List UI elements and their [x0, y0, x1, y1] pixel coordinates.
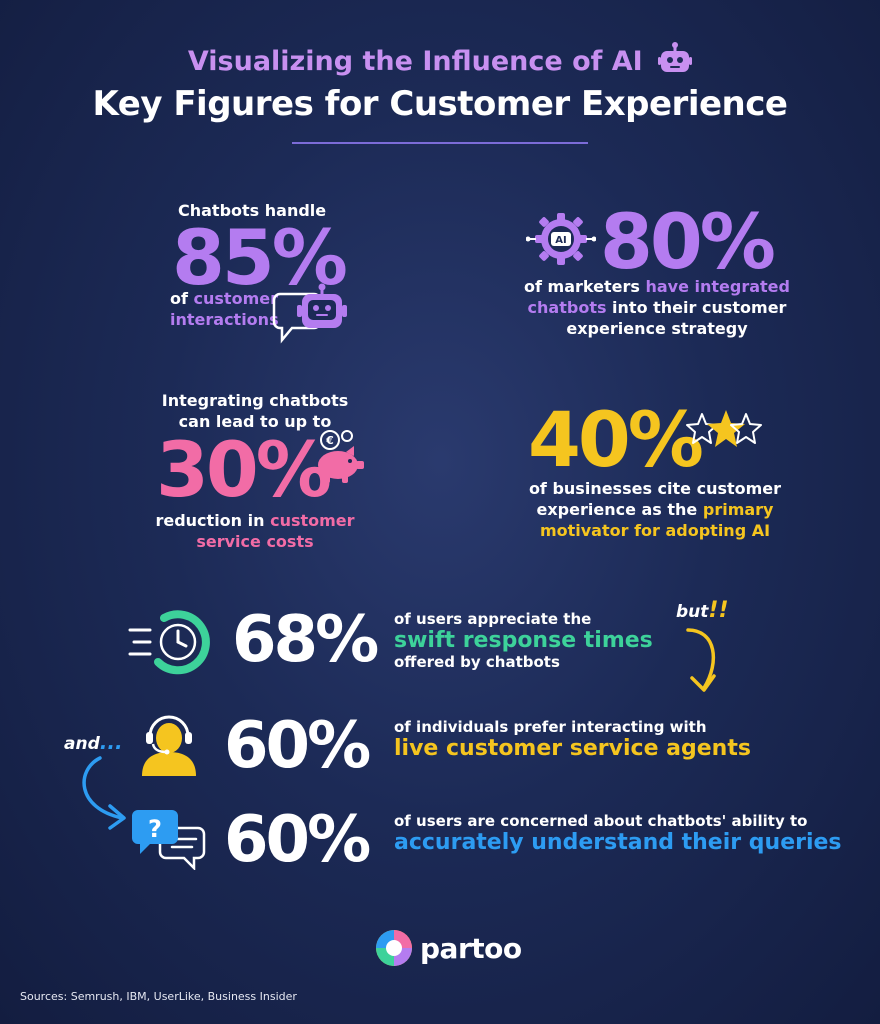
ai-gear-icon: AI — [526, 213, 596, 265]
partoo-logo: partoo — [374, 928, 522, 968]
row-68-value: 68% — [232, 603, 379, 677]
stat-80-value: 80% — [600, 197, 776, 286]
row-60a-value: 60% — [224, 709, 371, 783]
sources: Sources: Semrush, IBM, UserLike, Busines… — [20, 990, 297, 1003]
fast-clock-icon — [128, 610, 210, 675]
stat-85-top: Chatbots handle — [178, 201, 327, 220]
curved-arrow-down-icon — [686, 628, 716, 692]
question-chat-icon: ? — [132, 810, 206, 870]
svg-text:€: € — [325, 434, 334, 447]
stat-85-value: 85% — [172, 213, 348, 302]
and-annotation: and... — [64, 730, 123, 754]
stat-30-top: Integrating chatbots can lead to up to — [161, 391, 349, 431]
row-60b-value: 60% — [224, 803, 371, 877]
title-divider — [292, 142, 588, 144]
stat-30-caption: reduction in customer service costs — [155, 511, 355, 551]
ai-gear-label: AI — [555, 235, 566, 246]
curved-arrow-right-icon — [82, 756, 126, 830]
robot-chat-icon — [272, 283, 347, 344]
stat-40-value: 40% — [528, 395, 704, 484]
stat-30-value: 30% — [156, 425, 332, 514]
stat-85-caption: of customer interactions — [170, 289, 279, 329]
row-68-text: of users appreciate the swift response t… — [394, 610, 653, 671]
headset-agent-icon — [142, 715, 196, 776]
but-annotation: but!! — [676, 598, 729, 623]
stat-80-caption: of marketers have integrated chatbots in… — [524, 277, 790, 338]
piggy-bank-euro-icon: € — [318, 430, 364, 483]
partoo-logo-icon — [376, 930, 412, 966]
robot-icon — [658, 42, 693, 72]
subtitle: Visualizing the Influence of AI — [0, 42, 880, 77]
stat-40-caption: of businesses cite customer experience a… — [528, 479, 782, 540]
page-title: Key Figures for Customer Experience — [92, 84, 788, 124]
svg-text:?: ? — [148, 815, 162, 843]
partoo-logo-text: partoo — [420, 931, 522, 965]
stars-icon — [686, 410, 762, 447]
row-60b-text: of users are concerned about chatbots' a… — [394, 812, 842, 855]
row-60a-text: of individuals prefer interacting with l… — [394, 718, 751, 761]
